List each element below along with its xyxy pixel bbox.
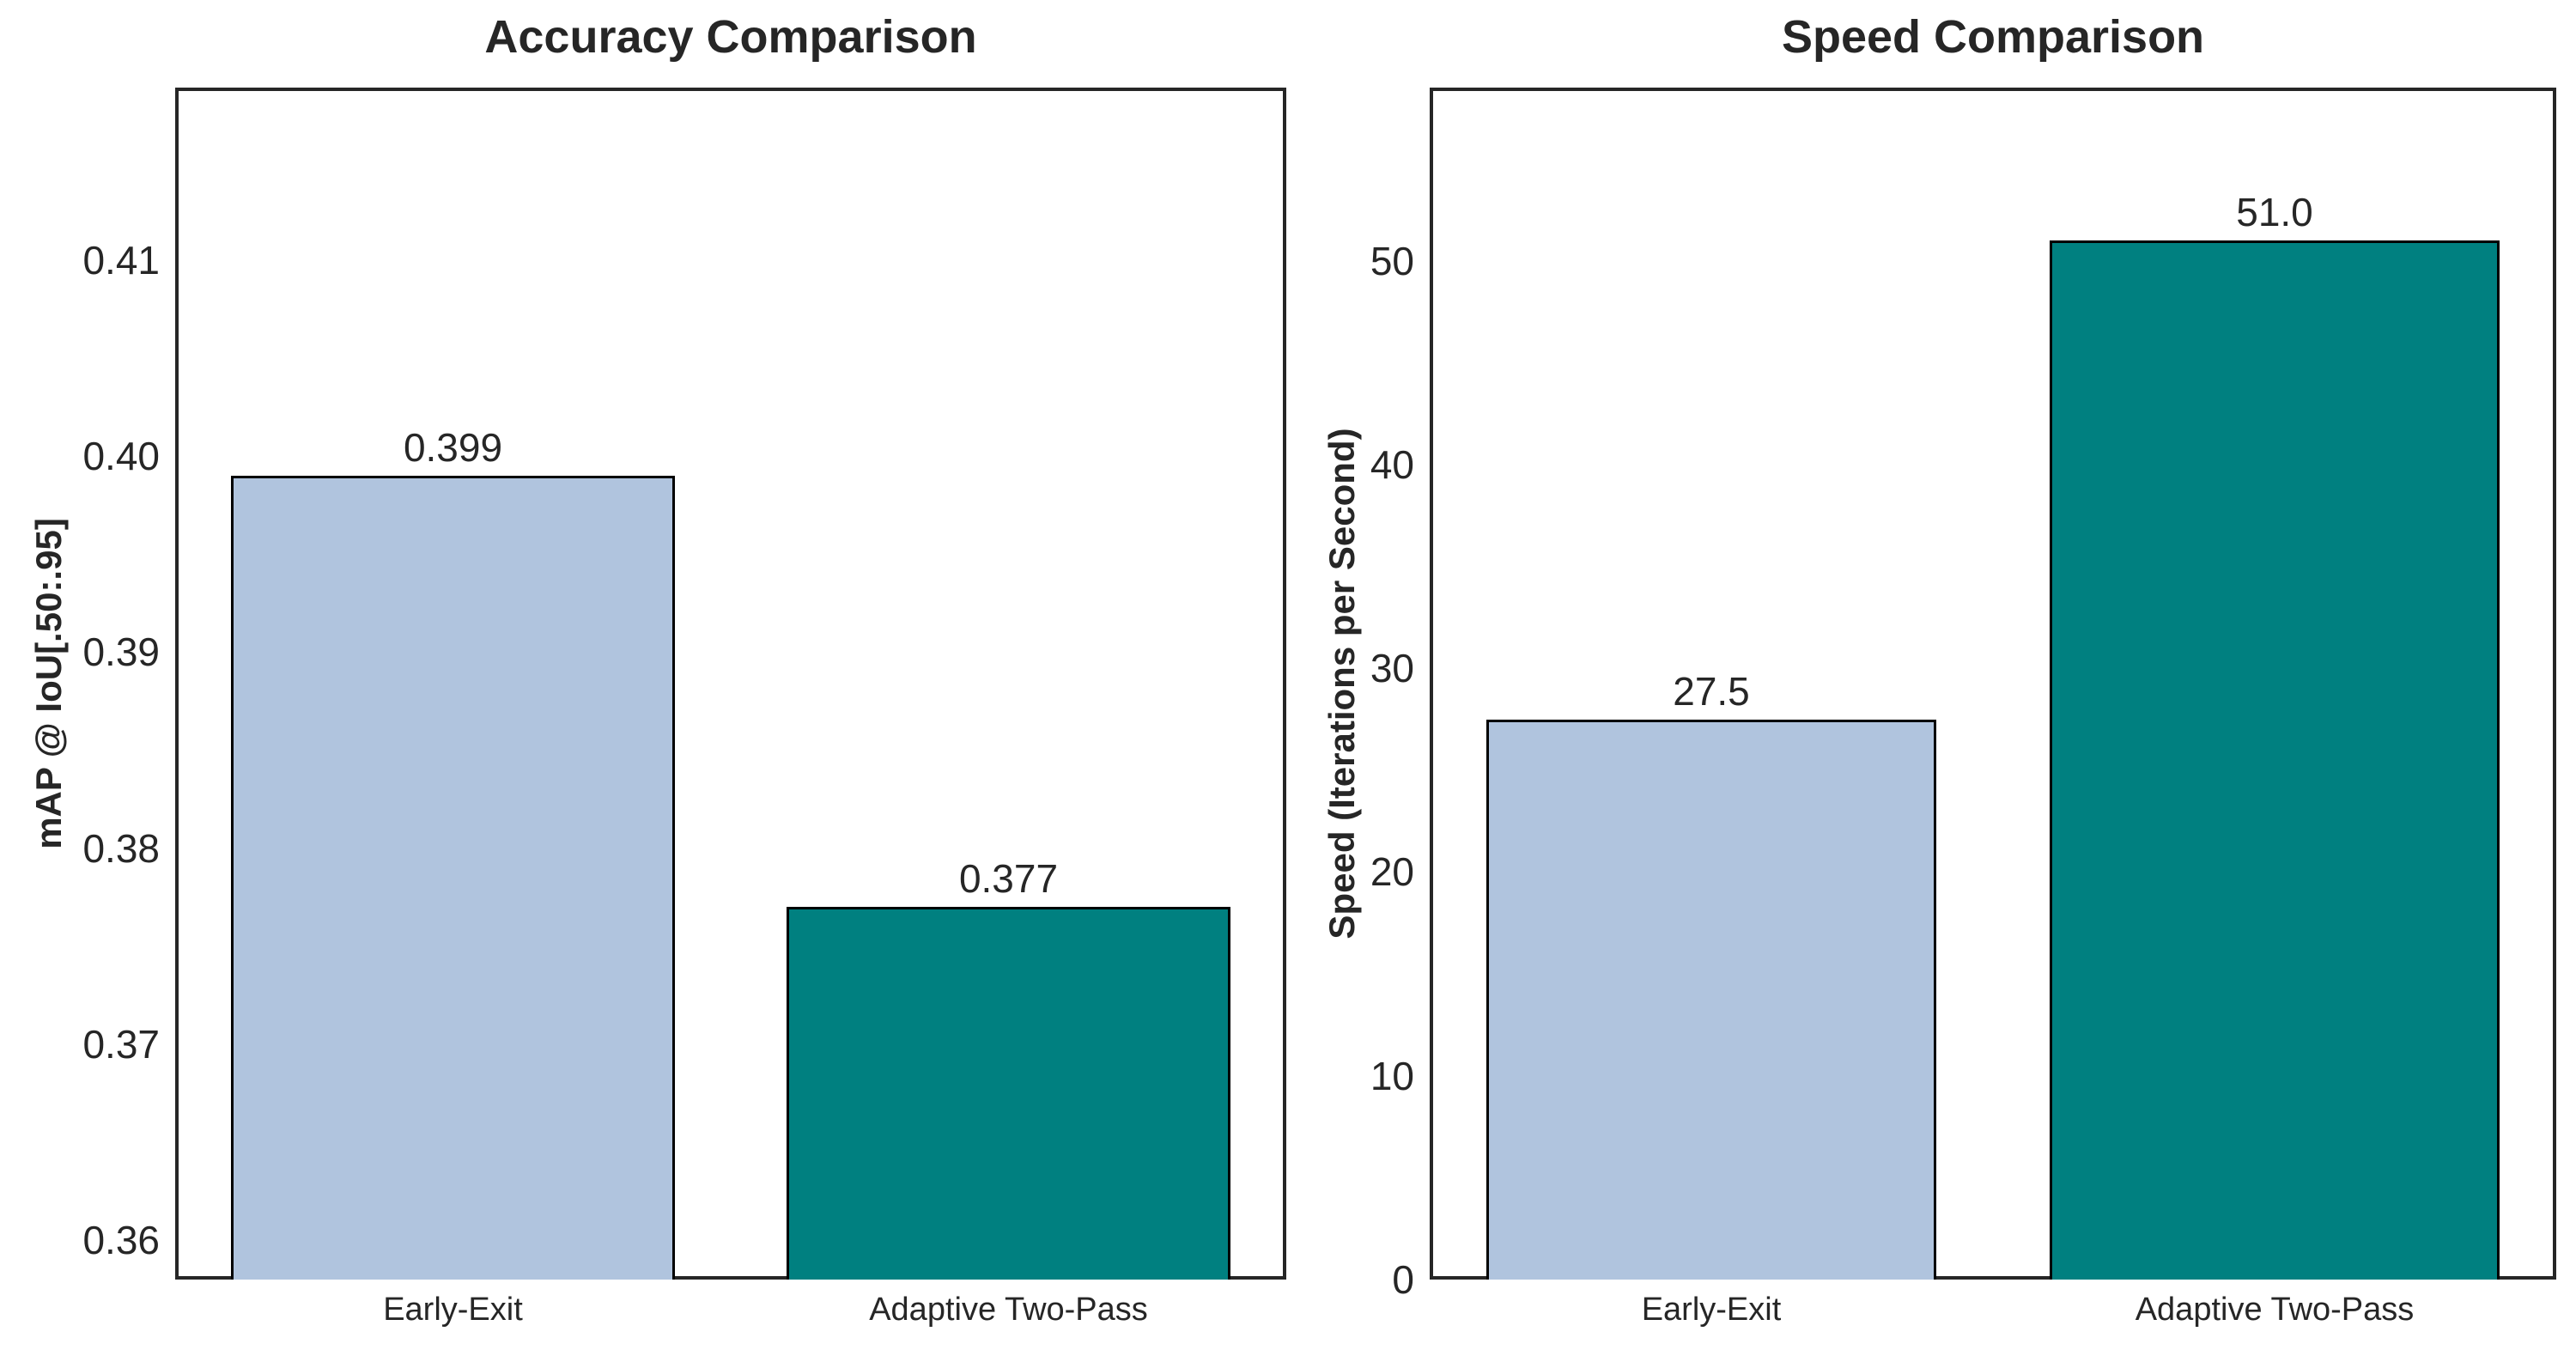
accuracy-comparison-xtick-early-exit: Early-Exit bbox=[383, 1292, 523, 1328]
accuracy-comparison-bar-adaptive-two-pass bbox=[786, 907, 1231, 1280]
speed-chart-title: Speed Comparison bbox=[1781, 11, 2205, 63]
speed-comparison-ytick-50: 50 bbox=[1370, 238, 1414, 283]
accuracy-y-axis-label: mAP @ IoU[.50:.95] bbox=[28, 518, 69, 849]
speed-comparison-ytick-30: 30 bbox=[1370, 646, 1414, 691]
speed-comparison-ytick-10: 10 bbox=[1370, 1053, 1414, 1098]
accuracy-comparison-ytick-0.36: 0.36 bbox=[82, 1218, 160, 1263]
accuracy-comparison-bar-early-exit bbox=[230, 476, 676, 1280]
speed-comparison-bar-adaptive-two-pass bbox=[2049, 240, 2500, 1280]
accuracy-comparison-xtick-adaptive-two-pass: Adaptive Two-Pass bbox=[869, 1292, 1148, 1328]
accuracy-comparison-ytick-0.40: 0.40 bbox=[82, 434, 160, 479]
speed-comparison-ytick-40: 40 bbox=[1370, 441, 1414, 487]
speed-comparison-value-label-early-exit: 27.5 bbox=[1673, 668, 1750, 714]
accuracy-comparison-ytick-0.37: 0.37 bbox=[82, 1022, 160, 1067]
accuracy-comparison-ytick-0.39: 0.39 bbox=[82, 629, 160, 675]
speed-comparison-bar-early-exit bbox=[1485, 719, 1937, 1280]
accuracy-comparison-ytick-0.41: 0.41 bbox=[82, 237, 160, 283]
speed-comparison-ytick-0: 0 bbox=[1392, 1257, 1414, 1302]
accuracy-comparison-ytick-0.38: 0.38 bbox=[82, 825, 160, 871]
accuracy-chart-title: Accuracy Comparison bbox=[484, 11, 977, 63]
speed-comparison-xtick-early-exit: Early-Exit bbox=[1641, 1292, 1782, 1328]
speed-comparison-value-label-adaptive-two-pass: 51.0 bbox=[2236, 189, 2313, 234]
accuracy-comparison-value-label-adaptive-two-pass: 0.377 bbox=[958, 856, 1059, 902]
speed-comparison-ytick-20: 20 bbox=[1370, 849, 1414, 895]
speed-comparison-xtick-adaptive-two-pass: Adaptive Two-Pass bbox=[2135, 1292, 2415, 1328]
accuracy-comparison-value-label-early-exit: 0.399 bbox=[403, 425, 503, 470]
